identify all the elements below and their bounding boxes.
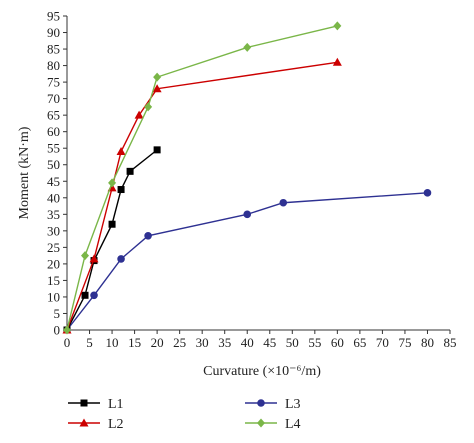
data-point-l2 xyxy=(134,110,144,119)
legend-item-l3: L3 xyxy=(245,397,301,412)
y-tick-label: 15 xyxy=(47,273,60,288)
x-tick-label: 35 xyxy=(218,335,231,350)
x-tick-label: 30 xyxy=(196,335,209,350)
series-line-l4 xyxy=(66,25,338,331)
legend-label-l2: L2 xyxy=(108,417,124,432)
data-point-l4 xyxy=(81,251,90,261)
y-tick-label: 10 xyxy=(47,289,60,304)
data-point-l2 xyxy=(152,84,162,93)
plot-area: 0 5 10 15 20 25 30 35 40 45 50 55 60 65 70 75 80 85051015… xyxy=(47,9,457,351)
data-point-l3 xyxy=(279,198,288,207)
legend-label-l3: L3 xyxy=(285,397,301,412)
x-tick-label: 40 xyxy=(241,335,254,350)
data-point-l4 xyxy=(63,325,71,335)
data-point-l3 xyxy=(117,255,125,263)
x-tick-label: 60 xyxy=(331,335,344,350)
data-point-l2 xyxy=(332,57,342,66)
data-point-l1 xyxy=(153,146,161,154)
y-tick-label: 30 xyxy=(47,223,60,238)
data-point-l4 xyxy=(243,42,252,52)
y-axis-title: Moment (kN·m) xyxy=(17,126,32,219)
legend-item-l1: L1 xyxy=(68,397,124,412)
y-tick-label: 75 xyxy=(47,75,60,90)
x-tick-label: 55 xyxy=(308,335,321,350)
y-tick-label: 90 xyxy=(47,25,60,40)
y-tick-label: 70 xyxy=(47,91,60,106)
data-point-l3 xyxy=(144,232,152,240)
x-tick-label: 15 xyxy=(128,335,141,350)
legend-label-l4: L4 xyxy=(285,417,301,432)
y-tick-label: 50 xyxy=(47,157,60,172)
data-point-l4 xyxy=(333,21,342,31)
legend-marker-l3 xyxy=(257,399,265,407)
y-tick-label: 45 xyxy=(47,174,60,189)
data-point-l3 xyxy=(243,210,252,219)
y-tick-label: 20 xyxy=(47,256,60,271)
data-point-l4 xyxy=(108,178,117,188)
y-tick-label: 65 xyxy=(47,108,60,123)
legend-item-l4: L4 xyxy=(245,417,301,432)
legend-marker-l2 xyxy=(79,418,89,427)
legend-marker-l1 xyxy=(80,399,88,407)
x-tick-label: 65 xyxy=(353,335,366,350)
data-point-l2 xyxy=(116,147,126,156)
y-tick-label: 5 xyxy=(54,306,61,321)
data-point-l4 xyxy=(144,102,153,112)
data-point-l1 xyxy=(108,220,116,228)
x-tick-label: 20 xyxy=(151,335,164,350)
x-tick-label: 75 xyxy=(398,335,411,350)
y-tick-label: 40 xyxy=(47,190,60,205)
y-tick-label: 0 xyxy=(54,323,61,338)
x-axis-title: Curvature (×10⁻⁶/m) xyxy=(203,364,321,379)
data-point-l1 xyxy=(117,186,125,194)
y-tick-label: 85 xyxy=(47,42,60,57)
x-tick-label: 5 xyxy=(86,335,93,350)
y-tick-label: 60 xyxy=(47,124,60,139)
legend: L1 L2 L3 L4 xyxy=(68,397,301,432)
x-tick-label: 70 xyxy=(376,335,389,350)
data-point-l3 xyxy=(423,189,432,197)
data-point-l1 xyxy=(126,167,134,175)
y-tick-label: 80 xyxy=(47,58,60,73)
y-tick-label: 55 xyxy=(47,141,60,156)
legend-item-l2: L2 xyxy=(68,417,124,432)
x-tick-label: 50 xyxy=(286,335,299,350)
legend-label-l1: L1 xyxy=(108,397,124,412)
data-point-l3 xyxy=(90,291,98,300)
y-tick-label: 25 xyxy=(47,240,60,255)
legend-marker-l4 xyxy=(257,418,265,428)
data-point-l2 xyxy=(89,254,99,263)
y-tick-label: 35 xyxy=(47,207,60,222)
x-tick-label: 10 xyxy=(106,335,119,350)
data-point-l4 xyxy=(153,72,162,82)
x-tick-label: 0 xyxy=(64,335,71,350)
x-tick-label: 85 xyxy=(444,335,457,350)
x-tick-label: 45 xyxy=(263,335,276,350)
x-tick-label: 80 xyxy=(421,335,434,350)
y-tick-label: 95 xyxy=(47,9,60,24)
x-tick-label: 25 xyxy=(173,335,186,350)
data-point-l1 xyxy=(81,291,89,299)
